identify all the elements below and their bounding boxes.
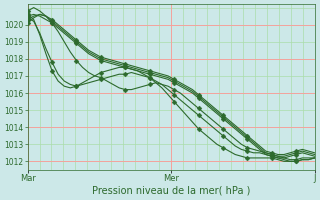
X-axis label: Pression niveau de la mer( hPa ): Pression niveau de la mer( hPa ): [92, 186, 250, 196]
